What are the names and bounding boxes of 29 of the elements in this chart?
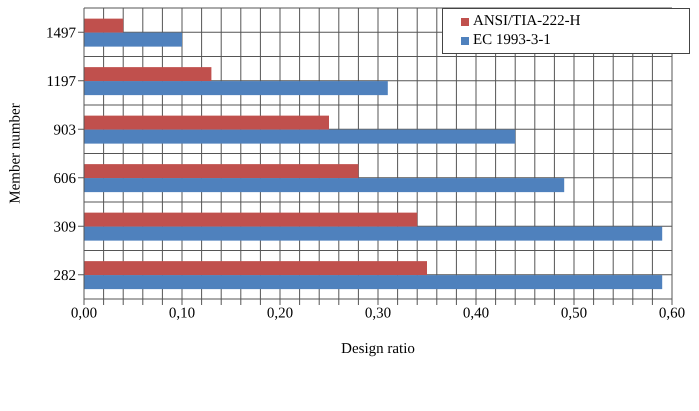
bar	[84, 81, 388, 96]
bar	[84, 226, 662, 241]
bar	[84, 212, 418, 227]
x-tick-label: 0,10	[168, 306, 196, 322]
y-tick-label: 1497	[46, 26, 76, 42]
bar	[84, 32, 182, 47]
bar	[84, 67, 212, 82]
y-tick-label: 309	[54, 220, 76, 236]
y-tick-label: 282	[54, 268, 76, 284]
bar	[84, 261, 427, 276]
y-tick-label: 606	[54, 171, 76, 188]
x-axis-title: Design ratio	[341, 341, 415, 357]
legend-label: EC 1993-3-1	[473, 31, 551, 50]
x-tick-label: 0,40	[462, 306, 490, 322]
x-tick-label: 0,60	[658, 306, 686, 322]
bar	[84, 116, 329, 130]
bar	[84, 275, 662, 290]
bar	[84, 18, 124, 33]
bar	[84, 178, 564, 192]
x-tick-label: 0,30	[364, 306, 392, 322]
bar	[84, 130, 516, 144]
y-axis-title: Member number	[7, 103, 24, 204]
x-tick-label: 0,20	[266, 306, 294, 322]
legend-label: ANSI/TIA-222-H	[473, 12, 580, 31]
y-tick-label: 1197	[46, 74, 76, 90]
bar	[84, 164, 358, 178]
y-tick-label: 903	[54, 122, 76, 139]
x-tick-label: 0,00	[70, 306, 98, 322]
x-tick-label: 0,50	[560, 306, 588, 322]
